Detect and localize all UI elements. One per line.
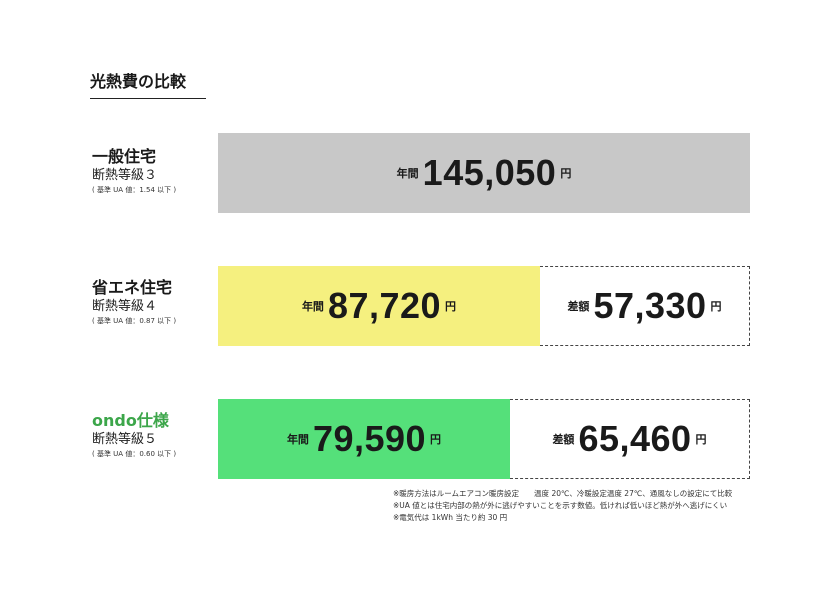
annual-label: 年間 xyxy=(396,167,419,180)
insulation-grade-label: 断熱等級３ xyxy=(92,168,158,183)
difference-label: 差額 xyxy=(567,300,590,313)
row-label: ondo仕様 断熱等級５ ( 基準 UA 値：0.60 以下 ) xyxy=(92,411,217,460)
annual-label: 年間 xyxy=(301,300,324,313)
yen-unit: 円 xyxy=(560,167,572,180)
difference-box-ondo: 差額 65,460 円 xyxy=(510,399,750,479)
annual-cost-value: 145,050 xyxy=(422,152,557,193)
insulation-grade-label: 断熱等級５ xyxy=(92,432,158,447)
yen-unit: 円 xyxy=(695,433,707,446)
row-label: 一般住宅 断熱等級３ ( 基準 UA 値：1.54 以下 ) xyxy=(92,147,217,196)
house-type-label: ondo仕様 xyxy=(92,411,169,430)
footnote: ※暖房方法はルームエアコン暖房設定 温度 20℃、冷暖設定温度 27℃、通風なし… xyxy=(393,489,733,498)
row-label: 省エネ住宅 断熱等級４ ( 基準 UA 値：0.87 以下 ) xyxy=(92,278,217,327)
yen-unit: 円 xyxy=(710,300,722,313)
difference-box-eco: 差額 57,330 円 xyxy=(540,266,750,346)
row-eco: 省エネ住宅 断熱等級４ ( 基準 UA 値：0.87 以下 ) 年間 87,72… xyxy=(0,266,840,346)
ua-note: ( 基準 UA 値：0.87 以下 ) xyxy=(92,317,177,325)
cost-bar-ondo: 年間 79,590 円 xyxy=(218,399,510,479)
cost-bar-eco: 年間 87,720 円 xyxy=(218,266,540,346)
cost-bar-general: 年間 145,050 円 xyxy=(218,133,750,213)
difference-value: 57,330 xyxy=(593,285,707,326)
yen-unit: 円 xyxy=(445,300,457,313)
ua-note: ( 基準 UA 値：0.60 以下 ) xyxy=(92,450,177,458)
annual-cost-value: 87,720 xyxy=(327,285,442,326)
ua-note: ( 基準 UA 値：1.54 以下 ) xyxy=(92,186,177,194)
annual-cost-value: 79,590 xyxy=(312,418,427,459)
page-title: 光熱費の比較 xyxy=(90,68,206,99)
difference-value: 65,460 xyxy=(578,418,692,459)
row-ondo: ondo仕様 断熱等級５ ( 基準 UA 値：0.60 以下 ) 年間 79,5… xyxy=(0,399,840,479)
yen-unit: 円 xyxy=(430,433,442,446)
row-general: 一般住宅 断熱等級３ ( 基準 UA 値：1.54 以下 ) 年間 145,05… xyxy=(0,133,840,213)
house-type-label: 省エネ住宅 xyxy=(92,278,173,297)
footnote: ※UA 値とは住宅内部の熱が外に逃げやすいことを示す数値。低ければ低いほど熱が外… xyxy=(393,501,728,510)
footnote: ※電気代は 1kWh 当たり約 30 円 xyxy=(393,513,508,522)
difference-label: 差額 xyxy=(552,433,575,446)
insulation-grade-label: 断熱等級４ xyxy=(92,299,158,314)
footnotes: ※暖房方法はルームエアコン暖房設定 温度 20℃、冷暖設定温度 27℃、通風なし… xyxy=(393,488,732,524)
annual-label: 年間 xyxy=(286,433,309,446)
house-type-label: 一般住宅 xyxy=(92,147,157,166)
